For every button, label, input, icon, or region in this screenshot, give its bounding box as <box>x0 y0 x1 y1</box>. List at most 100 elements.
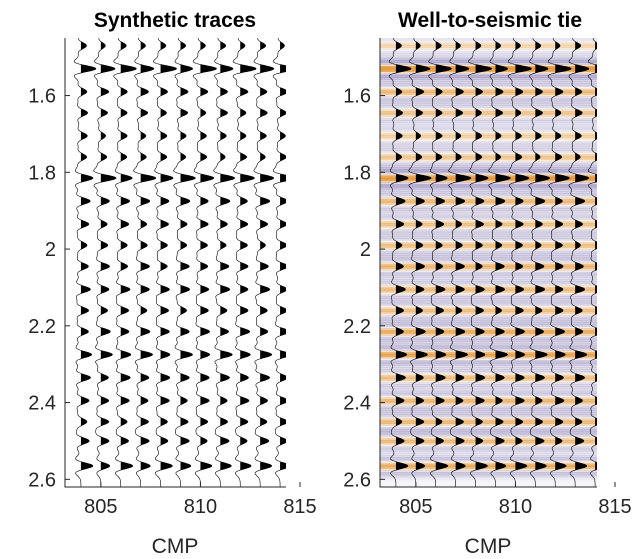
seismic-band <box>380 361 597 365</box>
seismic-band <box>380 436 597 439</box>
seismic-band <box>380 281 597 284</box>
x-tick-label: 810 <box>184 496 217 518</box>
seismic-band <box>380 122 597 125</box>
seismic-band <box>380 116 597 120</box>
seismic-band <box>380 427 597 430</box>
seismic-band <box>380 226 597 230</box>
seismic-band <box>380 481 597 484</box>
seismic-band <box>380 354 597 357</box>
seismic-band <box>380 277 597 280</box>
seismic-band <box>380 475 597 479</box>
well-to-seismic-tie-panel: Well-to-seismic tie 1.6 1.8 2 2.2 2.4 2.6 805 8… <box>343 9 632 558</box>
axes: 1.6 1.8 2 2.2 2.4 2.6 805 810 815 <box>343 38 632 518</box>
seismic-band <box>380 346 597 350</box>
seismic-band <box>380 408 597 411</box>
seismic-band <box>380 314 597 318</box>
seismic-band <box>380 43 597 47</box>
seismic-band <box>380 391 597 395</box>
seismic-band <box>380 60 597 63</box>
seismic-band <box>380 221 597 224</box>
seismic-band <box>380 129 597 133</box>
seismic-band <box>380 470 597 473</box>
seismic-band <box>380 185 597 189</box>
seismic-band <box>380 127 597 131</box>
trace-line <box>133 38 157 487</box>
trace-line <box>468 38 492 487</box>
seismic-band <box>380 290 597 294</box>
trace-line <box>192 38 217 487</box>
seismic-band <box>380 483 597 486</box>
seismic-band <box>380 230 597 234</box>
seismic-background <box>380 38 597 487</box>
seismic-band <box>380 329 597 333</box>
seismic-band <box>380 369 597 372</box>
seismic-band <box>380 94 597 97</box>
y-tick-label: 2.4 <box>28 393 56 415</box>
seismic-band <box>380 374 597 378</box>
seismic-band <box>380 109 597 112</box>
trace-fill <box>100 41 117 471</box>
trace-cmp-806 <box>113 38 137 487</box>
seismic-band <box>380 443 597 447</box>
seismic-band <box>380 197 597 200</box>
trace-line <box>272 38 286 487</box>
seismic-band <box>380 208 597 211</box>
seismic-band <box>380 193 597 196</box>
seismic-band <box>380 174 597 178</box>
trace-line <box>173 38 196 487</box>
axis-frame <box>379 38 597 488</box>
seismic-band <box>380 275 597 279</box>
seismic-band <box>380 99 597 103</box>
seismic-band <box>380 120 597 123</box>
trace-cmp-807 <box>133 38 157 487</box>
trace-cmp-812 <box>547 38 572 487</box>
seismic-band <box>380 283 597 286</box>
seismic-band <box>380 414 597 417</box>
seismic-band <box>380 255 597 258</box>
seismic-band <box>380 382 597 385</box>
trace-cmp-805 <box>93 38 117 487</box>
seismic-band <box>380 232 597 236</box>
seismic-band <box>380 464 597 468</box>
trace-line <box>448 38 472 487</box>
seismic-band <box>380 341 597 344</box>
seismic-band <box>380 292 597 295</box>
seismic-band <box>380 56 597 60</box>
trace-fill <box>220 41 235 471</box>
seismic-band <box>380 262 597 265</box>
seismic-band <box>380 350 597 353</box>
seismic-band <box>380 294 597 297</box>
trace-line <box>253 38 275 487</box>
seismic-band <box>380 161 597 164</box>
seismic-band <box>380 251 597 254</box>
seismic-band <box>380 326 597 329</box>
trace-cmp-811 <box>528 38 551 487</box>
seismic-band <box>380 38 597 41</box>
seismic-band <box>380 438 597 441</box>
seismic-band <box>380 395 597 398</box>
seismic-band <box>380 402 597 406</box>
seismic-band <box>380 453 597 456</box>
seismic-band <box>380 219 597 222</box>
seismic-band <box>380 84 597 88</box>
seismic-band <box>380 217 597 221</box>
seismic-band <box>380 385 597 389</box>
seismic-band <box>380 180 597 183</box>
y-tick-label: 2.2 <box>343 316 371 338</box>
trace-cmp-804 <box>388 38 412 487</box>
seismic-band <box>380 241 597 245</box>
seismic-band <box>380 460 597 464</box>
synthetic-traces-panel: Synthetic traces 1.6 1.8 2 2.2 2.4 2.6 805 810 8… <box>28 9 317 558</box>
seismic-band <box>380 96 597 99</box>
x-axis-label: CMP <box>152 535 199 558</box>
seismic-band <box>380 389 597 393</box>
seismic-band <box>380 198 597 202</box>
seismic-band <box>380 271 597 275</box>
seismic-band <box>380 114 597 118</box>
seismic-band <box>380 387 597 391</box>
trace-cmp-804 <box>73 38 97 487</box>
seismic-band <box>380 335 597 338</box>
seismic-band <box>380 417 597 421</box>
seismic-band <box>380 432 597 436</box>
seismic-band <box>380 434 597 438</box>
